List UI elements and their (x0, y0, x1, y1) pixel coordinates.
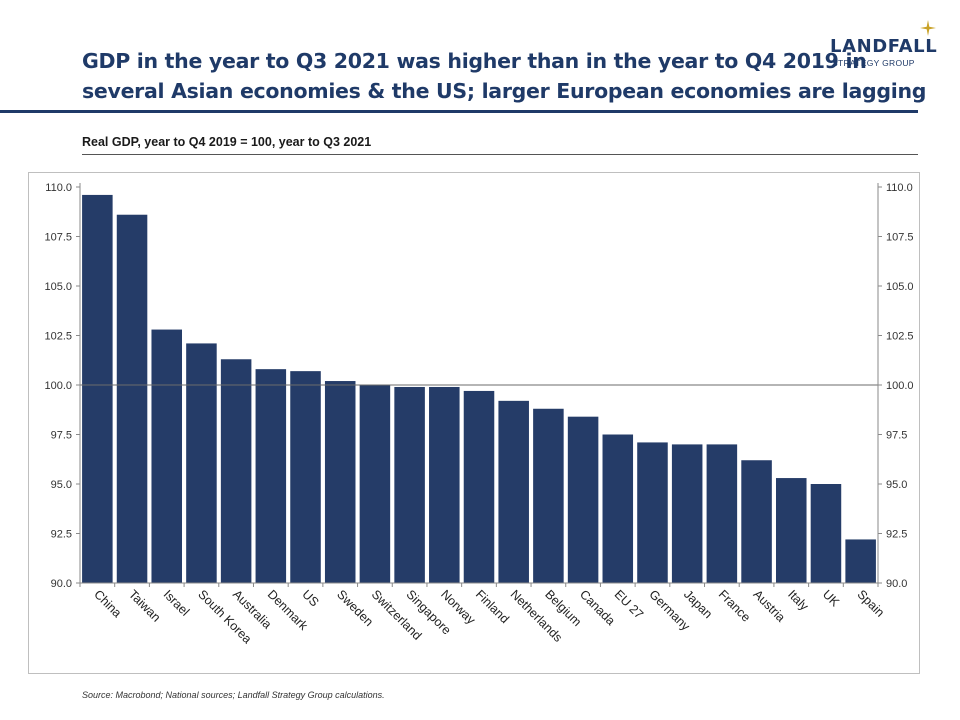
y-tick-label-right: 102.5 (886, 331, 914, 343)
y-tick-label-right: 95.0 (886, 479, 907, 491)
x-tick-label: Italy (785, 587, 812, 614)
bar-chart: 90.0 90.0 92.5 92.5 95.0 95.0 97.5 97.5 100.0 100… (44, 182, 914, 646)
bar (186, 343, 217, 583)
bar (533, 408, 564, 583)
x-tick-label: Spain (855, 587, 888, 620)
y-tick-label-left: 100.0 (44, 380, 72, 392)
logo: LANDFALL STRATEGY GROUP (820, 20, 938, 74)
title-line-1: GDP in the year to Q3 2021 was higher th… (82, 49, 867, 73)
bar (82, 194, 113, 584)
y-tick-label-left: 105.0 (44, 281, 72, 293)
y-tick-label-right: 100.0 (886, 380, 914, 392)
bar (567, 416, 599, 583)
subtitle-divider (82, 154, 918, 155)
y-tick-label-left: 97.5 (51, 430, 72, 442)
bar (498, 400, 529, 583)
x-tick-label: China (91, 587, 124, 620)
y-tick-label-left: 107.5 (44, 232, 72, 244)
bar (810, 484, 842, 583)
bar (394, 386, 425, 583)
bar (359, 385, 391, 583)
x-tick-label: Finland (473, 587, 512, 626)
y-tick-label-left: 92.5 (51, 529, 72, 541)
bar (706, 444, 738, 583)
bar (220, 359, 252, 583)
bar (324, 381, 356, 583)
x-tick-label: Canada (577, 587, 618, 628)
bar (429, 386, 460, 583)
y-tick-label-left: 102.5 (44, 331, 72, 343)
x-tick-label: US (299, 587, 321, 609)
bar (151, 329, 183, 583)
bar (775, 478, 807, 583)
x-tick-label: Austria (750, 587, 787, 624)
bar (116, 214, 148, 583)
title-divider (0, 110, 918, 113)
star-icon (920, 20, 936, 36)
chart-subtitle: Real GDP, year to Q4 2019 = 100, year to… (82, 135, 372, 149)
y-tick-label-left: 95.0 (51, 479, 72, 491)
bar (845, 539, 876, 583)
title-line-2: several Asian economies & the US; larger… (82, 79, 927, 103)
bar (463, 390, 495, 583)
bar (255, 369, 287, 583)
y-tick-label-right: 92.5 (886, 529, 907, 541)
x-tick-label: Taiwan (126, 587, 163, 624)
x-tick-label: Israel (161, 587, 193, 619)
logo-subtitle: STRATEGY GROUP (832, 58, 915, 68)
bar (290, 371, 321, 583)
x-tick-label: UK (820, 587, 843, 610)
x-tick-label: Sweden (334, 587, 376, 629)
bar (671, 444, 703, 583)
y-tick-label-left: 90.0 (51, 578, 72, 590)
bar (602, 434, 634, 583)
source-note: Source: Macrobond; National sources; Lan… (82, 690, 385, 700)
bar (637, 442, 668, 583)
chart-frame: 90.0 90.0 92.5 92.5 95.0 95.0 97.5 97.5 100.0 100… (28, 172, 920, 674)
logo-name: LANDFALL (830, 36, 938, 57)
y-tick-label-right: 107.5 (886, 232, 914, 244)
y-tick-label-right: 110.0 (886, 182, 913, 194)
y-tick-label-right: 90.0 (886, 578, 907, 590)
x-tick-label: France (716, 587, 753, 624)
y-tick-label-right: 97.5 (886, 430, 907, 442)
page-title: GDP in the year to Q3 2021 was higher th… (82, 46, 927, 106)
y-tick-label-right: 105.0 (886, 281, 914, 293)
bar (741, 460, 772, 583)
y-tick-label-left: 110.0 (45, 182, 72, 194)
